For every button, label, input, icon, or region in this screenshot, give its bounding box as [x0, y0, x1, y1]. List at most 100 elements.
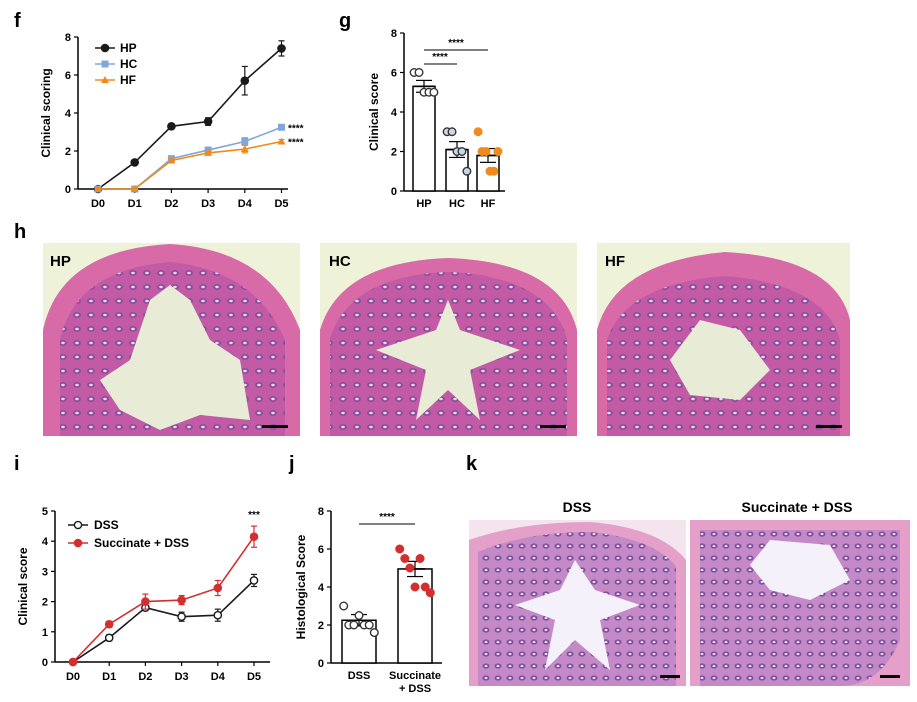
i-legend-marker: [73, 520, 83, 530]
f-point: [277, 137, 286, 145]
g-xtick-label: HC: [449, 198, 465, 210]
i-point: [177, 612, 186, 622]
i-ytick-label: 1: [42, 627, 48, 639]
i-legend-label: Succinate + DSS: [94, 536, 189, 550]
j-data-point: [339, 601, 349, 611]
panel-label-i: i: [14, 453, 20, 475]
f-legend-marker: [100, 43, 110, 53]
g-data-point: [481, 146, 491, 156]
f-xtick-label: D0: [91, 198, 105, 210]
histology-label-hf: HF: [605, 253, 625, 270]
g-data-point: [473, 127, 483, 137]
f-significance-hc: ****: [288, 123, 304, 134]
f-point: [240, 76, 250, 85]
i-significance: ***: [248, 510, 260, 521]
g-data-point: [493, 146, 503, 156]
i-ytick-label: 4: [42, 536, 49, 548]
j-data-point: [400, 554, 410, 564]
i-series-line: [72, 536, 255, 663]
g-data-point: [447, 127, 457, 137]
i-point: [213, 583, 223, 593]
histology-title-succinate-dss: Succinate + DSS: [742, 499, 853, 515]
g-significance-hp-hc: ****: [432, 52, 448, 63]
j-data-point: [415, 554, 425, 564]
g-data-point: [414, 67, 424, 77]
panel-label-g: g: [339, 10, 351, 32]
histology-title-dss: DSS: [563, 499, 592, 515]
f-xtick-label: D3: [201, 198, 215, 210]
histology-image-succinate-dss: [690, 520, 910, 686]
i-xtick-label: D3: [175, 671, 189, 683]
f-xtick-label: D5: [274, 198, 288, 210]
g-ytick-label: 2: [391, 147, 397, 159]
g-ytick-label: 8: [391, 28, 397, 40]
f-legend-marker: [101, 76, 109, 83]
i-xtick-label: D5: [247, 671, 261, 683]
f-point: [130, 185, 139, 192]
f-legend-label: HF: [120, 73, 136, 87]
panel-label-h: h: [14, 221, 26, 243]
f-ytick-label: 8: [65, 32, 71, 44]
j-ytick-label: 8: [318, 506, 324, 518]
f-point: [241, 138, 249, 145]
g-data-point: [457, 146, 467, 156]
j-data-point: [354, 611, 364, 621]
f-series-line: [98, 140, 282, 190]
i-point: [177, 595, 186, 605]
i-ytick-label: 5: [42, 506, 48, 518]
i-legend-marker: [73, 538, 83, 548]
i-point: [249, 532, 259, 541]
g-data-point: [429, 87, 439, 97]
i-point: [68, 657, 78, 667]
f-xtick-label: D2: [164, 198, 178, 210]
f-ytick-label: 4: [65, 108, 72, 120]
i-point: [213, 610, 223, 620]
i-xtick-label: D1: [102, 671, 116, 683]
j-data-point: [369, 628, 379, 638]
i-point: [141, 597, 150, 606]
g-bar: [412, 85, 436, 192]
j-ytick-label: 0: [318, 658, 324, 670]
g-xtick-label: HP: [416, 198, 431, 210]
j-data-point: [425, 588, 435, 598]
f-point: [167, 156, 176, 164]
g-data-point: [489, 166, 499, 176]
i-ytick-label: 0: [42, 657, 48, 669]
j-xtick-label: Succinate: [389, 670, 441, 682]
f-xtick-label: D1: [128, 198, 142, 210]
i-ytick-label: 3: [42, 566, 48, 578]
j-significance: ****: [379, 512, 395, 523]
histology-image-hf: [597, 243, 850, 436]
f-ytick-label: 6: [65, 70, 71, 82]
panel-label-f: f: [14, 10, 21, 32]
panel-label-j: j: [288, 453, 295, 475]
i-legend-label: DSS: [94, 518, 119, 532]
g-ytick-label: 0: [391, 186, 397, 198]
f-xtick-label: D4: [238, 198, 253, 210]
f-point: [130, 158, 139, 167]
f-series-line: [97, 47, 283, 190]
f-point: [278, 123, 285, 131]
chart-i: 0 1 2 3 4 5 D0 D1 D2 D3 D4 D5 Clinical score DSS Succi…: [16, 506, 270, 683]
i-y-label: Clinical score: [16, 547, 30, 625]
j-y-label: Histological Score: [294, 534, 308, 639]
histology-image-hp: [43, 243, 300, 436]
j-data-point: [395, 544, 405, 554]
j-data-point: [349, 620, 359, 630]
g-ytick-label: 6: [391, 68, 397, 80]
f-ytick-label: 2: [65, 146, 71, 158]
chart-j: 0 2 4 6 8 Histological Score DSS Succinate+ DSS…: [294, 506, 442, 695]
i-point: [249, 576, 259, 585]
f-legend-label: HP: [120, 41, 137, 55]
f-point: [277, 44, 286, 53]
histology-label-hp: HP: [50, 253, 71, 270]
i-xtick-label: D4: [211, 671, 226, 683]
j-ytick-label: 2: [318, 620, 324, 632]
g-data-point: [462, 166, 472, 176]
f-point: [94, 185, 102, 192]
chart-f: 0 2 4 6 8 D0 D1 D2 D3 D4 D5 Clinical scoring HP HC HF *…: [39, 32, 304, 210]
i-point: [104, 619, 114, 629]
g-y-label: Clinical score: [367, 73, 381, 151]
j-data-point: [364, 620, 374, 630]
f-legend-marker: [101, 60, 109, 68]
